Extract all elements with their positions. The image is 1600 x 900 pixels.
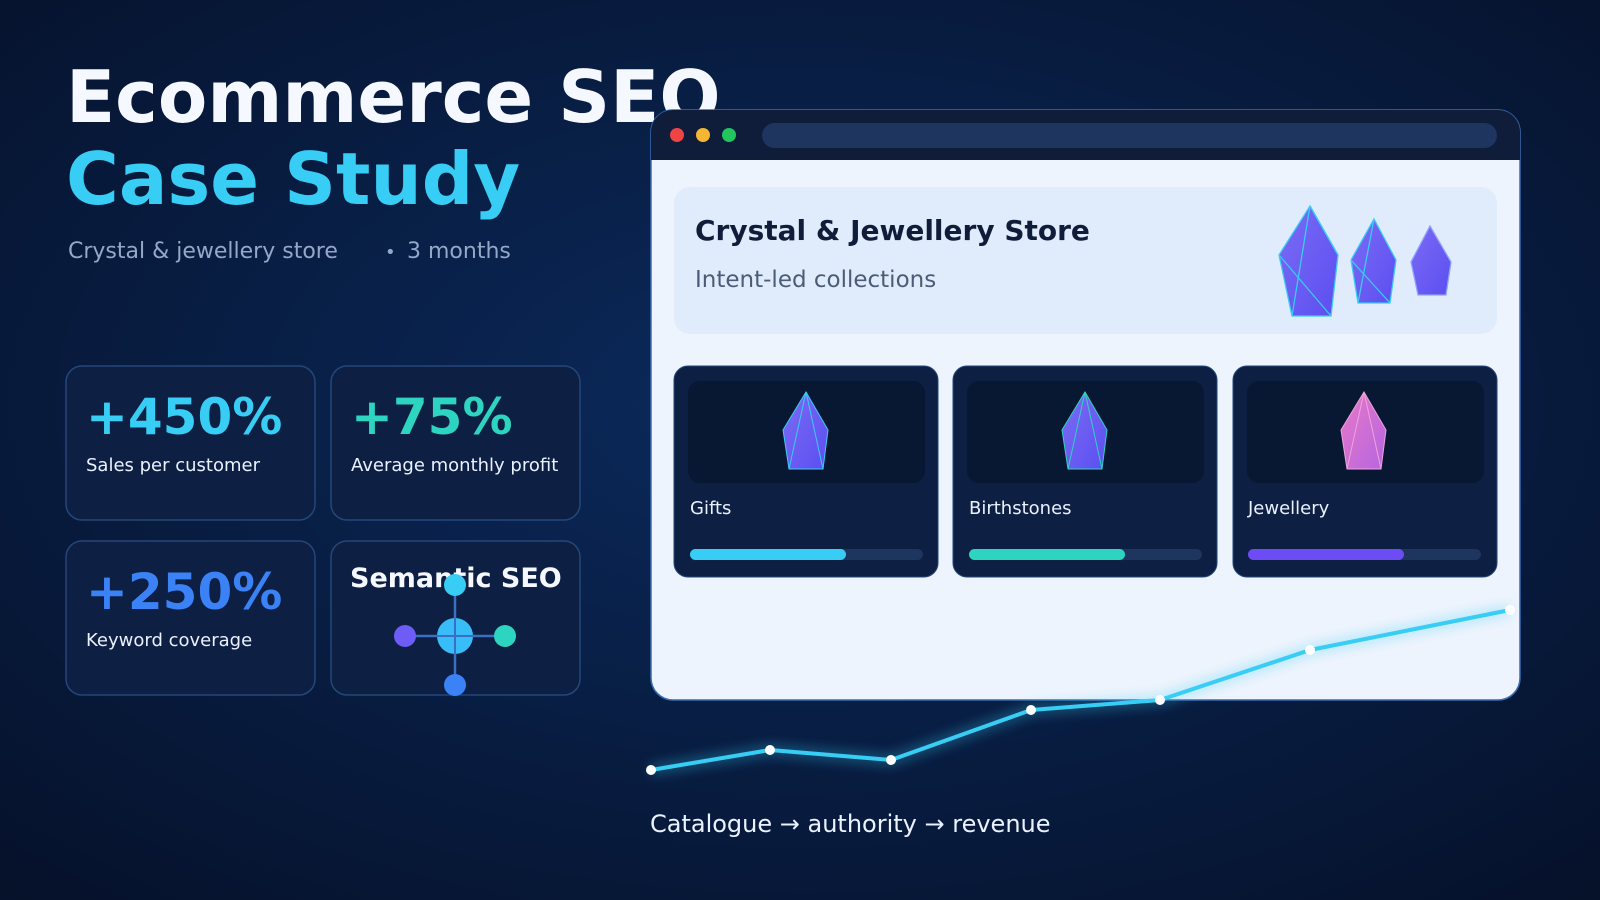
semantic-graph [394,574,516,696]
hero-gems [1278,204,1452,317]
collection-label: Gifts [690,498,731,519]
stat-cards: +450% Sales per customer +75% Average mo… [65,365,581,696]
stat-value: +450% [86,388,282,446]
collection-card: Jewellery [1232,365,1498,578]
stat-card [330,365,581,521]
address-bar [762,123,1497,148]
collection-card: Gifts [673,365,939,578]
stat-label: Keyword coverage [86,630,252,651]
collection-card: Birthstones [952,365,1218,578]
stat-label: Sales per customer [86,455,261,476]
stat-value: +75% [351,388,513,446]
title-accent: Case Study [66,137,520,221]
store-tagline: Intent-led collections [695,267,936,293]
stat-card [65,540,316,696]
caption: Catalogue → authority → revenue [650,810,1051,838]
title: Ecommerce SEO [66,55,721,139]
subtitle: Crystal & jewellery store [68,239,338,264]
store-title: Crystal & Jewellery Store [695,214,1090,247]
collection-label: Birthstones [969,498,1072,519]
separator: • [385,242,396,263]
growth-line [646,605,1515,775]
stat-label: Average monthly profit [351,455,558,476]
collection-label: Jewellery [1247,498,1330,519]
duration: 3 months [407,239,511,264]
stat-value: +250% [86,563,282,621]
browser-window: Crystal & Jewellery Store Intent-led col… [650,109,1521,701]
stat-card [65,365,316,521]
